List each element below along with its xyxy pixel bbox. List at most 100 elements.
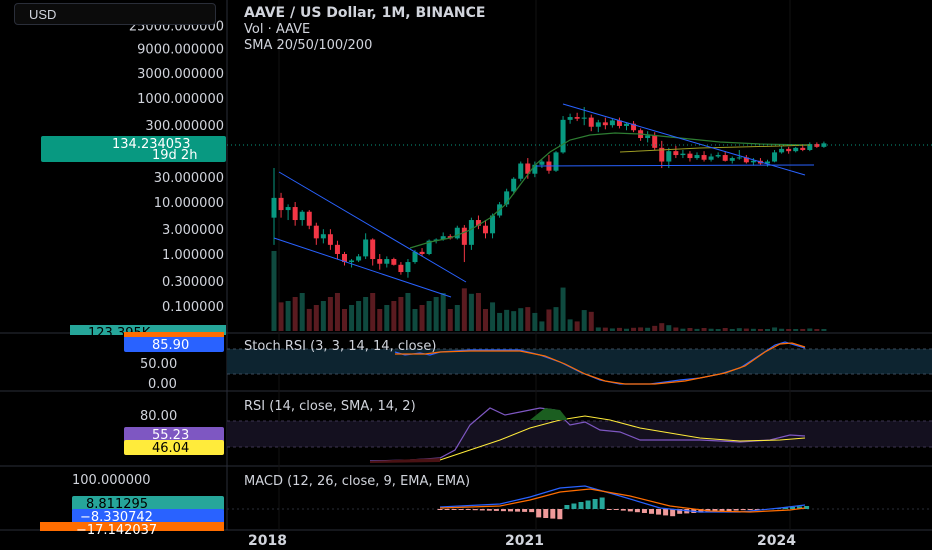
candle[interactable] [708,153,714,162]
candle[interactable] [405,259,411,278]
candle[interactable] [306,210,312,230]
candle[interactable] [299,210,305,226]
macd-hist-bar [578,502,584,509]
candle[interactable] [645,131,651,143]
rsi-legend[interactable]: RSI (14, close, SMA, 14, 2) [244,399,416,414]
volume-bar [433,297,439,331]
volume-legend[interactable]: Vol · AAVE [244,22,310,37]
candle[interactable] [666,147,672,169]
macd-hist-bar [486,509,492,511]
candle[interactable] [659,140,665,169]
candle[interactable] [461,225,467,263]
candle-body [680,153,686,156]
candle[interactable] [490,213,496,239]
candle[interactable] [539,159,545,169]
candle[interactable] [680,150,686,159]
candle[interactable] [349,259,355,268]
candle[interactable] [673,145,679,159]
candle[interactable] [595,119,601,133]
candle[interactable] [567,113,573,124]
candle[interactable] [715,152,721,159]
candle[interactable] [320,229,326,244]
candle-body [765,161,770,164]
candle[interactable] [687,151,693,162]
candle[interactable] [532,161,538,178]
candle[interactable] [588,114,594,132]
candle[interactable] [814,142,820,148]
candle[interactable] [278,192,284,218]
candle[interactable] [609,118,615,128]
candle[interactable] [779,145,785,154]
candle[interactable] [292,202,298,226]
candle[interactable] [553,151,559,172]
volume-bar [743,328,749,331]
candles[interactable] [271,107,827,278]
candle[interactable] [729,156,735,164]
volume-bar [525,307,531,331]
candle[interactable] [356,254,362,263]
candle[interactable] [384,256,390,268]
candle[interactable] [342,251,347,266]
candle[interactable] [370,238,376,266]
candle[interactable] [285,204,291,221]
candle-body [581,117,587,119]
candle[interactable] [398,262,404,275]
candle-body [694,155,700,159]
candle[interactable] [483,220,488,239]
candle-body [433,239,439,241]
candle[interactable] [334,240,340,260]
volume-bar [715,329,721,331]
candle[interactable] [327,229,333,250]
candle[interactable] [475,215,481,230]
candle[interactable] [807,142,813,152]
candle[interactable] [511,177,517,195]
candle[interactable] [793,146,799,153]
candle-body [595,122,601,127]
sma-legend[interactable]: SMA 20/50/100/200 [244,38,372,53]
candle-body [440,236,446,240]
candle-body [468,220,474,245]
candle[interactable] [616,117,622,129]
stoch-legend[interactable]: Stoch RSI (3, 3, 14, 14, close) [244,339,436,354]
volume-bar [285,301,291,331]
candle[interactable] [518,161,524,182]
candle[interactable] [736,150,742,160]
candle[interactable] [722,151,728,162]
macd-legend[interactable]: MACD (12, 26, close, 9, EMA, EMA) [244,474,470,489]
candle[interactable] [419,248,425,257]
candle[interactable] [560,116,566,154]
candle[interactable] [504,188,510,208]
candle[interactable] [772,150,778,163]
candle[interactable] [743,155,749,164]
candle[interactable] [574,112,580,122]
candle[interactable] [786,146,792,154]
price-tick-label: 300.000000 [145,119,224,134]
candle[interactable] [468,217,474,250]
candle[interactable] [694,152,700,160]
candle[interactable] [363,233,369,260]
candle[interactable] [391,257,397,266]
candle[interactable] [546,155,552,174]
candle[interactable] [454,225,460,240]
macd-hist-bar [515,509,521,512]
candle[interactable] [602,117,608,130]
volume-bar [680,328,686,331]
candle[interactable] [525,158,531,179]
macd-hist-bar [649,509,654,514]
candle[interactable] [624,122,629,131]
macd-hist-bar [613,509,619,510]
currency-selector[interactable]: USD [14,3,216,25]
trendlines[interactable] [273,103,815,298]
price-axis[interactable]: 25000.0000009000.0000003000.0000001000.0… [129,19,224,315]
candle[interactable] [631,121,637,133]
price-tick-label: 1.000000 [162,248,224,263]
time-label-2018: 2018 [248,533,287,549]
volume-bar [624,328,629,331]
candle[interactable] [313,222,319,245]
candle[interactable] [377,254,383,270]
candle[interactable] [271,168,277,245]
candle[interactable] [750,158,756,166]
candle[interactable] [701,151,707,162]
volume-bar [736,328,742,331]
